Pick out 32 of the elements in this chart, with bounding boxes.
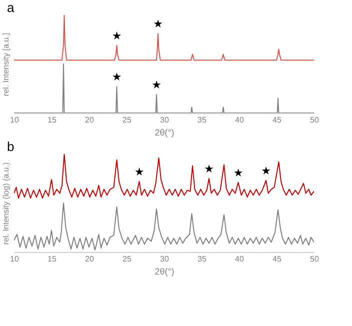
x-tick-label: 10 [10, 254, 20, 264]
annotation: ★ [233, 166, 244, 180]
x-axis-title: 2θ(°) [154, 128, 174, 138]
x-tick-label: 35 [198, 254, 207, 264]
annotation: ★ [153, 18, 164, 31]
x-tick-label: 50 [310, 254, 320, 264]
x-tick-label: 45 [272, 116, 282, 124]
x-tick-label: 25 [122, 254, 132, 264]
x-axis-title: 2θ(°) [154, 266, 174, 276]
x-tick-label: 20 [85, 254, 94, 264]
x-tick-label: 40 [235, 116, 244, 124]
x-tick-label: 25 [122, 116, 132, 124]
x-tick-label: 20 [85, 116, 94, 124]
x-tick-label: 15 [48, 254, 57, 264]
annotation: ★ [261, 164, 272, 178]
y-axis-title: rel. Intensity [a.u.] [2, 32, 10, 96]
y-axis-title: rel. Intensity (log) (a.u.) [2, 162, 10, 245]
x-tick-label: 50 [310, 116, 320, 124]
chart-title: a [7, 0, 15, 15]
x-tick-label: 30 [160, 254, 170, 264]
annotation: ★ [134, 165, 144, 178]
annotation: ★ [204, 162, 214, 176]
annotation: ★ [112, 29, 122, 42]
x-tick-label: 35 [198, 116, 207, 124]
x-tick-label: 30 [160, 116, 170, 124]
annotation: ★ [112, 70, 122, 84]
x-tick-label: 40 [235, 254, 244, 264]
x-tick-label: 15 [48, 116, 57, 124]
x-tick-label: 10 [10, 116, 20, 124]
x-tick-label: 45 [272, 254, 282, 264]
annotation: ★ [152, 78, 162, 92]
chart-title: b [7, 139, 14, 154]
